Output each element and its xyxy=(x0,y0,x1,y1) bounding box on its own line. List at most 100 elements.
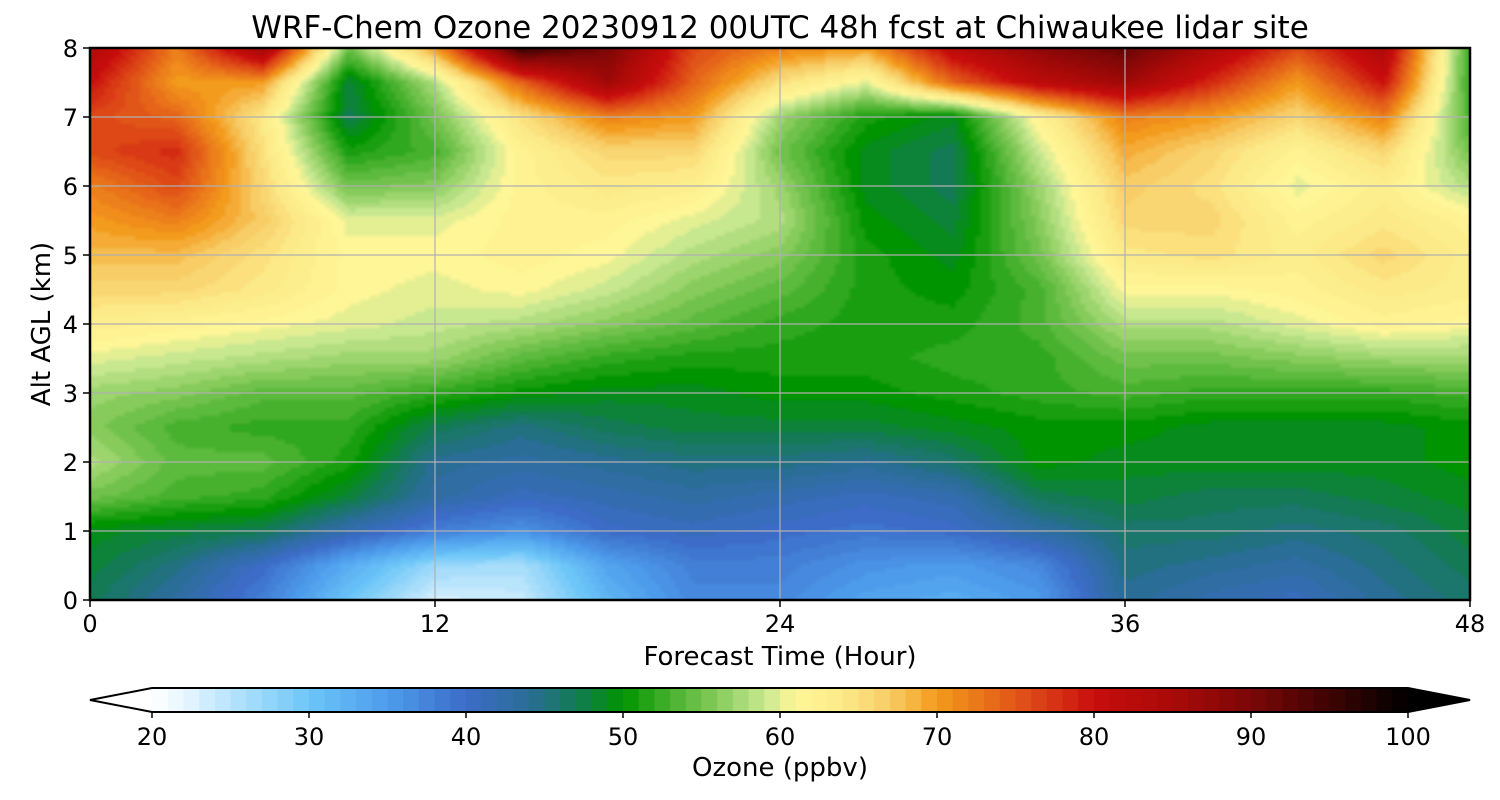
colorbar-segment xyxy=(340,688,357,712)
colorbar-segment xyxy=(1156,688,1174,712)
colorbar-segment xyxy=(434,688,451,712)
colorbar-segment xyxy=(450,688,467,712)
colorbar-segment xyxy=(167,688,184,712)
colorbar-tick-label: 70 xyxy=(922,723,953,751)
colorbar-segment xyxy=(968,688,985,712)
colorbar-tick-label: 60 xyxy=(765,723,796,751)
colorbar-segment xyxy=(528,688,546,712)
colorbar-segment xyxy=(874,688,891,712)
colorbar-segment xyxy=(717,688,734,712)
x-tick-label: 24 xyxy=(765,610,796,638)
colorbar-segment xyxy=(1376,688,1393,712)
colorbar-segment xyxy=(214,688,232,712)
y-tick-label: 7 xyxy=(63,104,78,132)
colorbar-segment xyxy=(1188,688,1205,712)
colorbar-segment xyxy=(1329,688,1346,712)
colorbar-segment xyxy=(544,688,561,712)
colorbar-segment xyxy=(1015,688,1032,712)
colorbar-segment xyxy=(1392,688,1409,712)
colorbar-segment xyxy=(356,688,373,712)
x-tick-label: 0 xyxy=(82,610,97,638)
colorbar-segment xyxy=(795,688,812,712)
colorbar-segment xyxy=(309,688,326,712)
colorbar-segment xyxy=(701,688,718,712)
y-tick-label: 1 xyxy=(63,518,78,546)
colorbar-segment xyxy=(1094,688,1111,712)
colorbar-segment xyxy=(466,688,483,712)
colorbar-segment xyxy=(623,688,640,712)
colorbar-segment xyxy=(937,688,954,712)
colorbar-segment xyxy=(811,688,828,712)
colorbar-segment xyxy=(387,688,404,712)
colorbar-segment xyxy=(1282,688,1299,712)
colorbar-segment xyxy=(1031,688,1048,712)
colorbar-segment xyxy=(1266,688,1283,712)
colorbar-segment xyxy=(1235,688,1252,712)
colorbar-segment xyxy=(764,688,781,712)
x-tick-label: 36 xyxy=(1110,610,1141,638)
colorbar-segment xyxy=(780,688,797,712)
colorbar-tick-label: 90 xyxy=(1236,723,1267,751)
colorbar: 20 30 40 50 60 70 80 90 100 xyxy=(89,687,1471,751)
colorbar-segment xyxy=(889,688,907,712)
colorbar-segment xyxy=(277,688,294,712)
colorbar-segment xyxy=(842,688,860,712)
y-tick-label: 2 xyxy=(63,449,78,477)
colorbar-segment xyxy=(575,688,593,712)
colorbar-segment xyxy=(1125,688,1142,712)
y-tick-label: 4 xyxy=(63,311,78,339)
colorbar-segment xyxy=(1345,688,1362,712)
colorbar-tick-label: 40 xyxy=(451,723,482,751)
colorbar-segment xyxy=(152,688,169,712)
y-tick-label: 0 xyxy=(63,587,78,615)
colorbar-segment xyxy=(513,688,530,712)
colorbar-extend-low xyxy=(90,688,152,712)
colorbar-segment xyxy=(858,688,875,712)
colorbar-segment xyxy=(1078,688,1095,712)
colorbar-segment xyxy=(638,688,655,712)
colorbar-tick-label: 100 xyxy=(1385,723,1431,751)
colorbar-segment xyxy=(497,688,514,712)
colorbar-segment xyxy=(1298,688,1315,712)
y-axis-label: Alt AGL (km) xyxy=(27,242,57,406)
chart-title: WRF-Chem Ozone 20230912 00UTC 48h fcst a… xyxy=(251,10,1309,46)
colorbar-segment xyxy=(952,688,969,712)
colorbar-segment xyxy=(230,688,247,712)
colorbar-segment xyxy=(1251,688,1268,712)
colorbar-segment xyxy=(827,688,844,712)
colorbar-segment xyxy=(324,688,341,712)
y-tick-label: 8 xyxy=(63,35,78,63)
x-tick-label: 48 xyxy=(1455,610,1486,638)
colorbar-tick-label: 30 xyxy=(294,723,325,751)
colorbar-tick-label: 50 xyxy=(608,723,639,751)
colorbar-tick-label: 80 xyxy=(1079,723,1110,751)
colorbar-segment xyxy=(1313,688,1331,712)
colorbar-segment xyxy=(607,688,624,712)
colorbar-tick-label: 20 xyxy=(137,723,168,751)
colorbar-segment xyxy=(905,688,922,712)
colorbar-segment xyxy=(246,688,263,712)
colorbar-segment xyxy=(670,688,687,712)
colorbar-segment xyxy=(984,688,1001,712)
colorbar-segment xyxy=(1062,688,1079,712)
y-tick-label: 6 xyxy=(63,173,78,201)
grid xyxy=(90,48,1470,600)
colorbar-segment xyxy=(403,688,420,712)
colorbar-segment xyxy=(481,688,498,712)
colorbar-segment xyxy=(732,688,750,712)
colorbar-segment xyxy=(183,688,200,712)
colorbar-segment xyxy=(293,688,310,712)
colorbar-segment xyxy=(748,688,765,712)
colorbar-segment xyxy=(1141,688,1158,712)
x-tick-label: 12 xyxy=(420,610,451,638)
colorbar-segment xyxy=(418,688,436,712)
colorbar-segment xyxy=(1203,688,1221,712)
colorbar-segment xyxy=(371,688,389,712)
y-tick-label: 3 xyxy=(63,380,78,408)
colorbar-extend-high xyxy=(1408,688,1470,712)
x-axis-label: Forecast Time (Hour) xyxy=(643,642,916,672)
colorbar-segment xyxy=(199,688,216,712)
colorbar-segment xyxy=(1109,688,1126,712)
